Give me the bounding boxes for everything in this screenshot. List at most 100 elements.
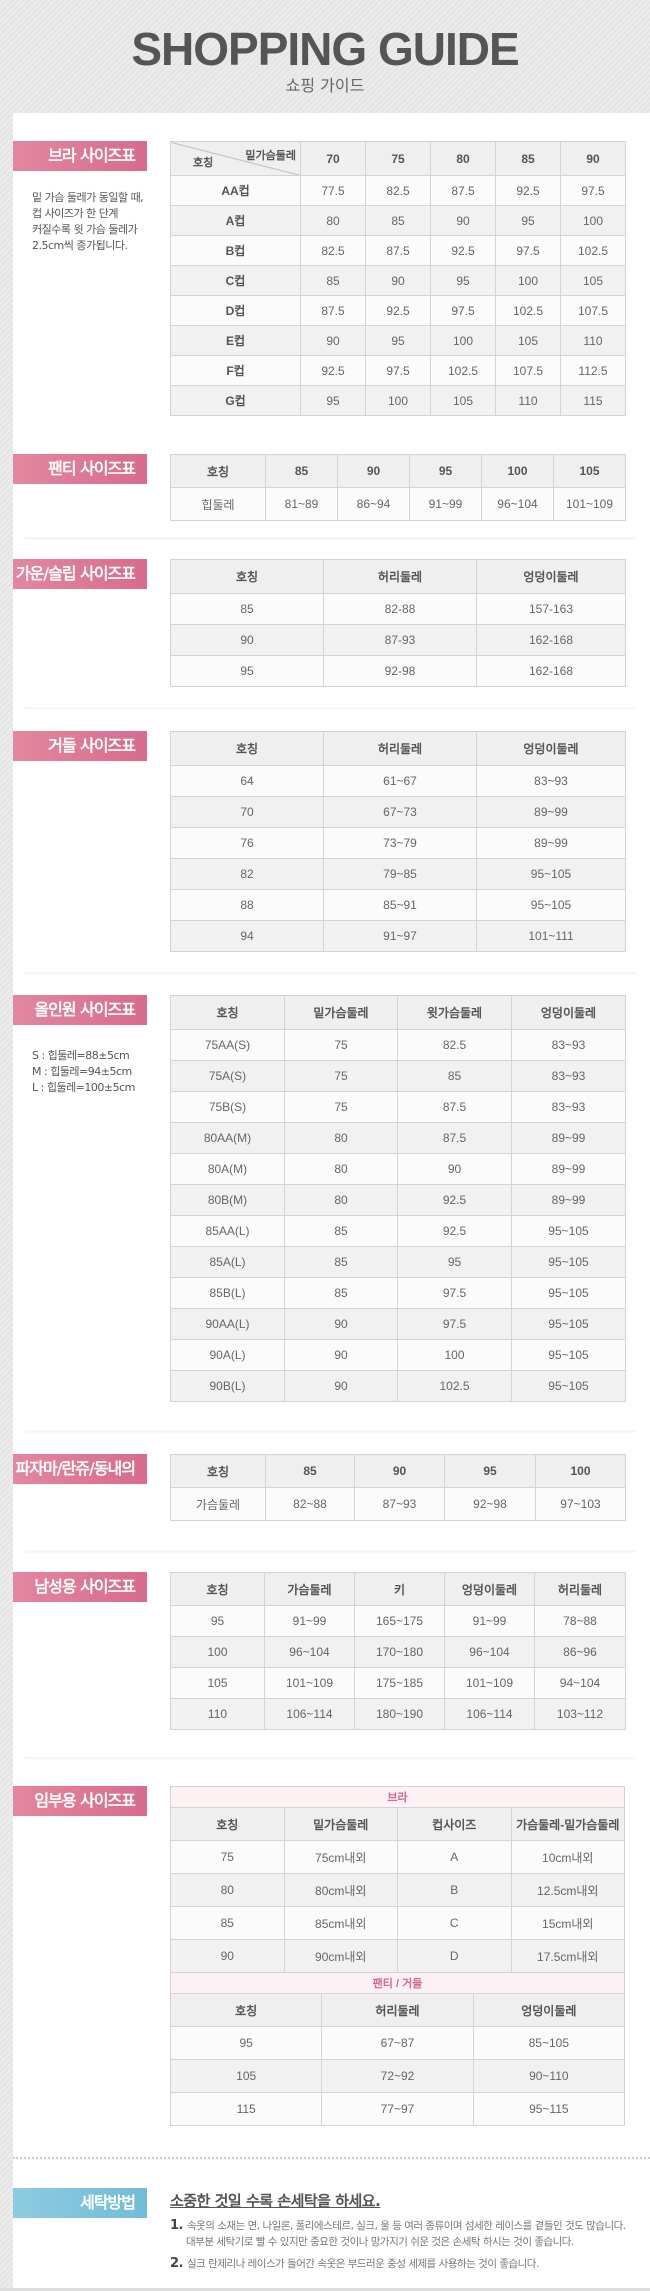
section-label: 임부용 사이즈표 <box>13 1786 147 1816</box>
table-row: E컵 90 95 100 105 110 <box>170 325 626 356</box>
table-row: 90 90cm내외 D 17.5cm내외 <box>170 1939 625 1973</box>
value-cell: 106~114 <box>264 1698 355 1730</box>
row-label-cell: A컵 <box>170 205 301 236</box>
header-cell: 90 <box>337 454 410 488</box>
row-label-cell: 75A(S) <box>170 1060 285 1092</box>
table-row: 85 82-88 157-163 <box>170 593 626 625</box>
value-cell: 107.5 <box>495 355 561 386</box>
value-cell: 89~99 <box>511 1153 626 1185</box>
note-line: 커질수록 윗 가슴 둘레가 <box>32 223 138 236</box>
value-cell: 72~92 <box>321 2059 474 2093</box>
value-cell: 165~175 <box>354 1605 445 1637</box>
value-cell: 85 <box>300 265 366 296</box>
value-cell: 95~105 <box>511 1339 626 1371</box>
value-cell: 85 <box>397 1060 512 1092</box>
section-label: 남성용 사이즈표 <box>13 1572 147 1602</box>
header-cell: 호칭 <box>170 559 324 594</box>
table-row: 90 87-93 162-168 <box>170 624 626 656</box>
value-cell: 106~114 <box>444 1698 535 1730</box>
value-cell: 100 <box>430 325 496 356</box>
value-cell: 94~104 <box>534 1667 626 1699</box>
table-row: 가슴둘레 82~88 87~93 92~98 97~103 <box>170 1487 626 1521</box>
value-cell: 87-93 <box>323 624 477 656</box>
row-label-cell: D컵 <box>170 295 301 326</box>
header-cell: 85 <box>265 1454 355 1488</box>
row-label-cell: 95 <box>170 1605 265 1637</box>
value-cell: 90 <box>284 1370 398 1402</box>
value-cell: 89~99 <box>511 1184 626 1216</box>
note-line: 컵 사이즈가 한 단계 <box>32 207 118 220</box>
header-cell: 밑가슴둘레 <box>284 995 398 1030</box>
group-title-row: 팬티 / 거들 <box>170 1972 625 1994</box>
header-cell: 95 <box>444 1454 536 1488</box>
item-number: 1. <box>170 2218 183 2233</box>
value-cell: 81~89 <box>265 487 338 521</box>
header-cell: 호칭 <box>170 731 324 766</box>
table-header-row: 호칭 가슴둘레 키 엉덩이둘레 허리둘레 <box>170 1572 626 1606</box>
value-cell: 17.5cm내외 <box>510 1939 625 1973</box>
size-table: 호칭 85 90 95 100 105 힙둘레 81~89 86~94 91~99 96~104 10… <box>170 454 626 521</box>
table-row: 105 101~109 175~185 101~109 94~104 <box>170 1667 626 1699</box>
value-cell: 89~99 <box>476 796 626 828</box>
row-label-cell: 85 <box>170 593 324 625</box>
row-label-cell: 85 <box>170 1906 285 1940</box>
row-label-cell: 100 <box>170 1636 265 1668</box>
value-cell: 107.5 <box>560 295 626 326</box>
value-cell: 92-98 <box>323 655 477 687</box>
header-cell: 밑가슴둘레 호칭 <box>170 141 301 176</box>
value-cell: 95~105 <box>511 1215 626 1247</box>
laundry-item: 2. 실크 란제리나 레이스가 들어간 속옷은 부드러운 중성 세제를 사용하는 … <box>170 2256 630 2272</box>
section-divider <box>25 1430 635 1433</box>
row-label-cell: 90 <box>170 1939 285 1973</box>
value-cell: 102.5 <box>430 355 496 386</box>
row-label-cell: 64 <box>170 765 324 797</box>
value-cell: B <box>397 1873 512 1907</box>
table-row: 90B(L) 90 102.5 95~105 <box>170 1370 626 1402</box>
value-cell: 95~105 <box>476 889 626 921</box>
row-label-cell: 90 <box>170 624 324 656</box>
table-row: 75 75cm내외 A 10cm내외 <box>170 1840 625 1874</box>
header-cell: 호칭 <box>170 1454 266 1488</box>
value-cell: 95 <box>430 265 496 296</box>
table-row: 80B(M) 80 92.5 89~99 <box>170 1184 626 1216</box>
value-cell: 87~93 <box>354 1487 445 1521</box>
section-label-laundry: 세탁방법 <box>13 2188 147 2218</box>
section-label: 올인원 사이즈표 <box>13 995 147 1025</box>
table-row: 80A(M) 80 90 89~99 <box>170 1153 626 1185</box>
table-header-row: 호칭 허리둘레 엉덩이둘레 <box>170 559 626 594</box>
value-cell: 95 <box>495 205 561 236</box>
section-note: 밑 가슴 둘레가 동일할 때, 컵 사이즈가 한 단계 커질수록 윗 가슴 둘레가 2… <box>32 190 144 254</box>
header-cell: 75 <box>365 141 431 176</box>
value-cell: 102.5 <box>495 295 561 326</box>
header-cell: 90 <box>354 1454 445 1488</box>
value-cell: 67~73 <box>323 796 477 828</box>
table-row: A컵 80 85 90 95 100 <box>170 205 626 236</box>
row-label-cell: 95 <box>169 2026 323 2060</box>
value-cell: 97.5 <box>397 1277 512 1309</box>
row-label-cell: B컵 <box>170 235 301 266</box>
table-row: 94 91~97 101~111 <box>170 920 626 952</box>
table-row: F컵 92.5 97.5 102.5 107.5 112.5 <box>170 355 626 386</box>
row-label-cell: 105 <box>170 1667 265 1699</box>
value-cell: 95~105 <box>511 1246 626 1278</box>
table-header-row: 호칭 허리둘레 엉덩이둘레 <box>169 1993 626 2027</box>
value-cell: 10cm내외 <box>510 1840 625 1874</box>
value-cell: 77.5 <box>300 175 366 206</box>
value-cell: 86~96 <box>534 1636 626 1668</box>
section-divider <box>25 1550 635 1553</box>
table-row: 85 85cm내외 C 15cm내외 <box>170 1906 625 1940</box>
table-row: 70 67~73 89~99 <box>170 796 626 828</box>
value-cell: 157-163 <box>476 593 626 625</box>
value-cell: C <box>397 1906 512 1940</box>
section-label: 팬티 사이즈표 <box>13 454 147 484</box>
header-cell: 100 <box>535 1454 626 1488</box>
table-row: 88 85~91 95~105 <box>170 889 626 921</box>
value-cell: 87.5 <box>397 1091 512 1123</box>
value-cell: 90 <box>397 1153 512 1185</box>
size-table: 호칭 밑가슴둘레 윗가슴둘레 엉덩이둘레 75AA(S) 75 82.5 83~93 75A(S… <box>170 995 626 1402</box>
value-cell: 91~99 <box>264 1605 355 1637</box>
diag-bottom-label: 호칭 <box>193 157 214 169</box>
value-cell: 97~103 <box>535 1487 626 1521</box>
value-cell: 105 <box>430 385 496 416</box>
value-cell: 103~112 <box>534 1698 626 1730</box>
